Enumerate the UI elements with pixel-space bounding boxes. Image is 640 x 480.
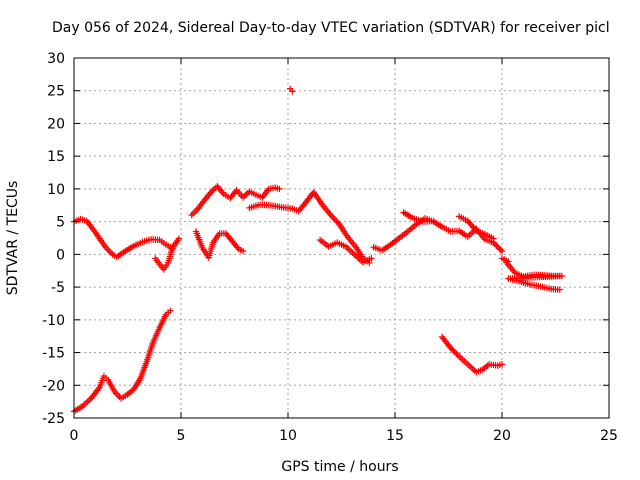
data-point [334, 219, 342, 226]
data-point [498, 247, 506, 255]
x-tick-label: 25 [600, 428, 618, 444]
x-tick-label: 0 [70, 428, 79, 444]
series-track-06 [316, 236, 375, 266]
data-point [491, 240, 499, 248]
series-track-14 [438, 333, 506, 376]
plot-frame [73, 57, 610, 419]
data-point [498, 361, 506, 368]
x-tick-label: 5 [177, 428, 186, 444]
series-track-01 [70, 215, 176, 261]
data-point [333, 218, 340, 225]
y-tick-label: 30 [47, 51, 65, 67]
data-point [505, 258, 512, 265]
y-tick-label: -15 [42, 346, 65, 362]
y-tick-label: 20 [47, 116, 65, 132]
data-point [448, 346, 456, 353]
data-point [239, 247, 247, 255]
series-track-13 [70, 307, 174, 415]
x-tick-label: 10 [279, 428, 297, 444]
chart-title: Day 056 of 2024, Sidereal Day-to-day VTE… [52, 20, 610, 36]
data-point [467, 221, 474, 228]
data-point [193, 206, 200, 214]
axes: 0 5 10 15 20 25 -25 -20 -15 -10 -5 0 5 10 15 20 25 30 [42, 51, 618, 444]
data-point [451, 349, 459, 356]
data-point [289, 88, 296, 95]
series-track-05 [246, 188, 373, 267]
data-point [329, 213, 336, 220]
data-point [447, 344, 454, 352]
y-tick-label: 10 [47, 182, 65, 198]
data-point [490, 235, 497, 242]
series-track-03 [188, 183, 283, 219]
series-track-02 [152, 235, 183, 273]
data-point [494, 243, 501, 251]
y-tick-label: 25 [47, 84, 65, 100]
data-point [453, 350, 460, 357]
data-marks [70, 85, 566, 415]
data-point [327, 211, 334, 219]
y-tick-label: 0 [56, 247, 65, 263]
series-track-10 [456, 213, 497, 242]
y-tick-label: -5 [51, 280, 65, 296]
y-tick-label: 15 [47, 149, 65, 165]
y-tick-label: -20 [42, 378, 65, 394]
data-point [493, 242, 500, 249]
x-tick-label: 15 [386, 428, 404, 444]
data-point [470, 224, 477, 231]
data-point [190, 210, 197, 217]
data-point [104, 246, 111, 253]
data-point [191, 208, 199, 216]
x-tick-label: 20 [493, 428, 511, 444]
data-point [106, 247, 113, 255]
data-point [495, 245, 503, 252]
data-point [188, 211, 195, 219]
series-track-12 [498, 255, 512, 265]
data-point [454, 351, 461, 359]
data-point [276, 185, 283, 193]
data-point [167, 307, 174, 314]
data-point [107, 249, 115, 256]
data-point [368, 255, 375, 262]
y-tick-label: 5 [56, 215, 65, 231]
data-point [210, 186, 218, 193]
data-point [556, 286, 563, 293]
data-point [430, 217, 437, 225]
grid-lines [74, 58, 609, 418]
x-axis-title: GPS time / hours [281, 459, 398, 475]
y-axis-title: SDTVAR / TECUs [5, 181, 21, 296]
series-track-11 [503, 259, 566, 293]
y-tick-label: -25 [42, 411, 65, 427]
y-tick-label: -10 [42, 313, 65, 329]
series-track-04 [192, 228, 247, 261]
series-track-09 [400, 209, 437, 225]
data-point [497, 246, 504, 253]
series-track-07 [286, 85, 296, 95]
data-point [175, 235, 183, 242]
data-point [331, 216, 339, 223]
data-point [330, 214, 337, 222]
data-point [450, 347, 457, 354]
